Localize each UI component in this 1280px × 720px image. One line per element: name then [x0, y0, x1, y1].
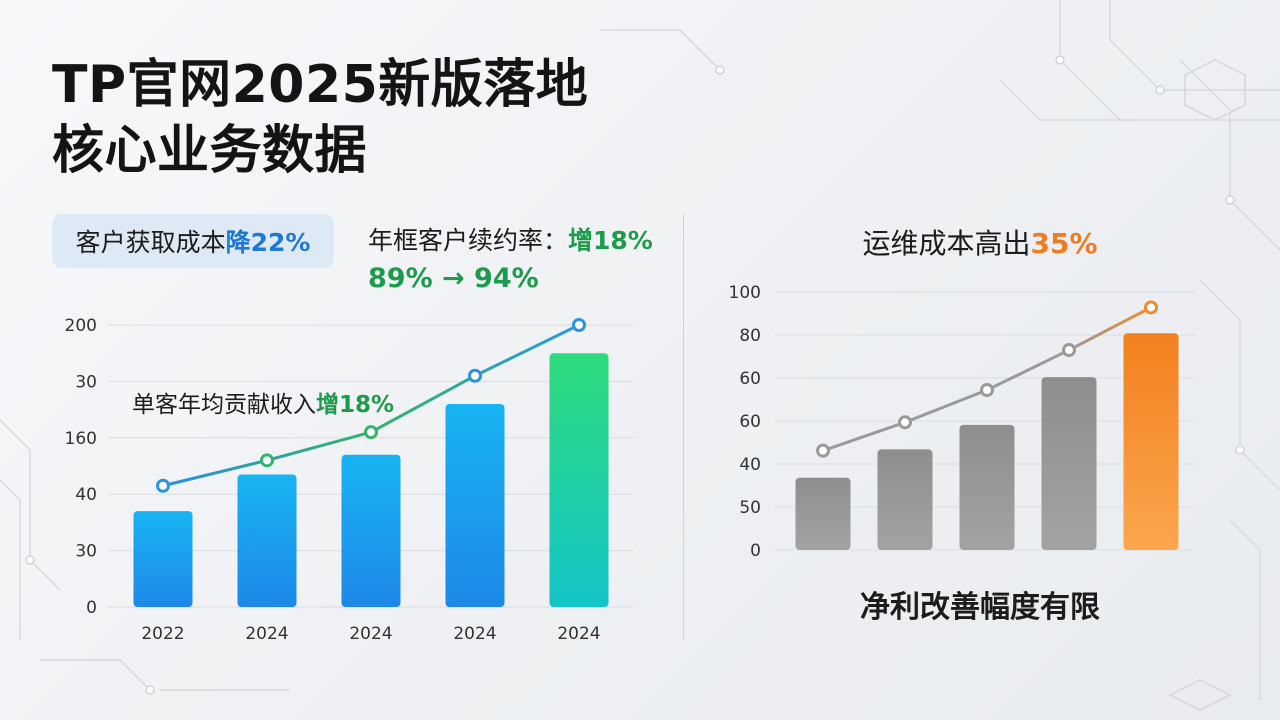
- trend-point: [980, 383, 994, 398]
- x-tick-label: 2024: [245, 624, 288, 644]
- bar: [341, 454, 401, 607]
- y-tick-label: 100: [729, 283, 761, 303]
- acquisition-cost-badge: 客户获取成本 降22%: [52, 214, 334, 268]
- trend-point: [572, 318, 586, 332]
- x-tick-label: 2024: [557, 624, 600, 644]
- bar: [133, 511, 193, 607]
- chart-ops-cost: 0 50 40 60 60 80 100: [729, 283, 1195, 561]
- y-tick-label: 60: [739, 412, 761, 432]
- y-tick-label: 30: [75, 542, 97, 562]
- y-tick-label: 30: [75, 372, 97, 392]
- chart-revenue: 0 30 40 160 30 200 2022 2024 2024 2024 2024: [65, 316, 634, 644]
- title-line-2: 核心业务数据: [52, 121, 368, 181]
- y-tick-label: 200: [65, 316, 97, 336]
- bar: [445, 403, 505, 607]
- page-title: TP官网2025新版落地 核心业务数据: [52, 52, 588, 184]
- x-tick-label: 2024: [453, 624, 496, 644]
- panel-divider: [683, 214, 684, 640]
- trend-point: [816, 443, 830, 458]
- annotation-value: 增18%: [316, 391, 394, 418]
- bar: [877, 449, 933, 550]
- bar: [237, 474, 297, 607]
- right-panel-footer: 净利改善幅度有限: [860, 590, 1100, 625]
- trend-point: [364, 425, 378, 440]
- y-tick-label: 50: [739, 498, 761, 518]
- title-line-1: TP官网2025新版落地: [52, 55, 589, 115]
- y-tick-label: 60: [739, 369, 761, 389]
- y-tick-label: 40: [75, 485, 97, 505]
- renewal-rate-label: 年框客户续约率：: [368, 226, 569, 255]
- acquisition-cost-value: 降22%: [225, 228, 311, 257]
- chart-annotation: 单客年均贡献收入增18%: [132, 391, 394, 418]
- y-tick-label: 0: [86, 598, 97, 618]
- acquisition-cost-label: 客户获取成本: [75, 228, 226, 257]
- bar: [549, 353, 609, 607]
- right-panel-title: 运维成本高出35%: [700, 222, 1260, 262]
- y-tick-label: 40: [739, 455, 761, 475]
- bar: [959, 424, 1015, 550]
- trend-point: [898, 415, 912, 430]
- annotation-label: 单客年均贡献收入: [132, 392, 316, 418]
- trend-point: [1144, 300, 1158, 315]
- y-tick-label: 80: [739, 326, 761, 346]
- y-tick-label: 160: [65, 429, 97, 449]
- renewal-rate-stat: 年框客户续约率：增18% 89% → 94%: [368, 222, 653, 298]
- x-tick-label: 2024: [349, 624, 392, 644]
- ops-cost-value: 35%: [1030, 227, 1098, 260]
- trend-point: [156, 478, 170, 493]
- y-tick-label: 0: [750, 541, 761, 561]
- renewal-rate-increase: 增18%: [568, 226, 653, 255]
- trend-point: [468, 368, 482, 383]
- bar: [795, 477, 851, 550]
- trend-point: [1062, 343, 1076, 358]
- x-tick-label: 2022: [141, 624, 184, 644]
- trend-point: [260, 453, 274, 468]
- ops-cost-label: 运维成本高出: [862, 227, 1031, 260]
- renewal-rate-change: 89% → 94%: [368, 263, 539, 294]
- bar: [1041, 377, 1097, 550]
- bar: [1123, 333, 1179, 550]
